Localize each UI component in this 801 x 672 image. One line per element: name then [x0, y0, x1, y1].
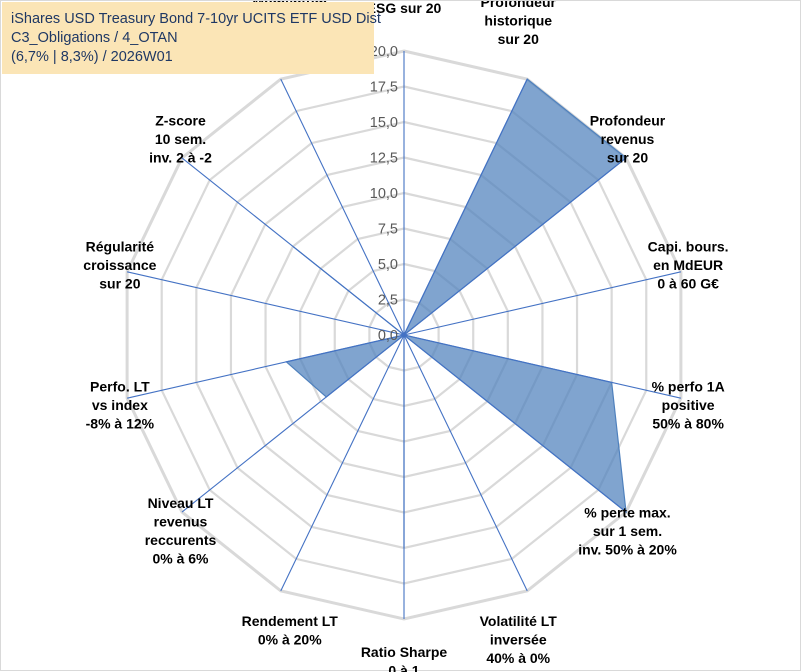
axis-spoke	[403, 157, 627, 336]
scale-tick-label: 2,5	[378, 293, 398, 309]
scale-tick-label: 15,0	[370, 115, 398, 131]
axis-spoke	[403, 271, 682, 336]
axis-spoke	[126, 334, 405, 399]
axis-spoke	[280, 78, 405, 336]
axis-spoke	[403, 334, 528, 592]
scale-tick-label: 5,0	[378, 257, 398, 273]
scale-tick-label: 0,0	[378, 328, 398, 344]
axis-label: Z-score 10 sem. inv. 2 à -2	[149, 113, 212, 166]
scale-tick-label: 17,5	[370, 80, 398, 96]
axis-label: Profondeur revenus sur 20	[590, 113, 666, 166]
scale-tick-label: 7,5	[378, 222, 398, 238]
axis-label: NoteESG sur 20	[367, 1, 442, 16]
axis-spoke	[403, 334, 682, 399]
axis-label: % perte max. sur 1 sem. inv. 50% à 20%	[578, 504, 677, 557]
chart-title-line-2: C3_Obligations / 4_OTAN	[11, 30, 178, 46]
axis-label: % perfo 1A positive 50% à 80%	[652, 378, 725, 431]
axis-spoke	[126, 271, 405, 336]
axis-spoke	[403, 78, 528, 336]
axis-spoke	[403, 334, 627, 513]
axis-label: Capi. bours. en MdEUR 0 à 60 G€	[648, 239, 729, 292]
scale-tick-label: 12,5	[370, 151, 398, 167]
scale-tick-label: 20,0	[370, 44, 398, 60]
axis-label: Ratio Sharpe 0 à 1	[361, 644, 448, 672]
axis-spoke	[280, 334, 405, 592]
chart-title-line-3: (6,7% | 8,3%) / 2026W01	[11, 49, 173, 65]
chart-title-line-1: iShares USD Treasury Bond 7-10yr UCITS E…	[11, 11, 381, 27]
scale-tick-label: 10,0	[370, 186, 398, 202]
axis-label: Régularité croissance sur 20	[83, 239, 156, 292]
axis-label: Perfo. LT vs index -8% à 12%	[86, 378, 155, 431]
axis-label: Niveau LT revenus reccurents 0% à 6%	[145, 495, 217, 566]
axis-label: Rendement LT 0% à 20%	[242, 613, 339, 648]
axis-spoke	[181, 334, 405, 513]
chart-title-box: iShares USD Treasury Bond 7-10yr UCITS E…	[2, 2, 381, 74]
axis-spoke	[181, 157, 405, 336]
axis-label: Volatilité LT inversée 40% à 0%	[480, 613, 558, 666]
axis-label: Profondeur historique sur 20	[481, 1, 557, 47]
